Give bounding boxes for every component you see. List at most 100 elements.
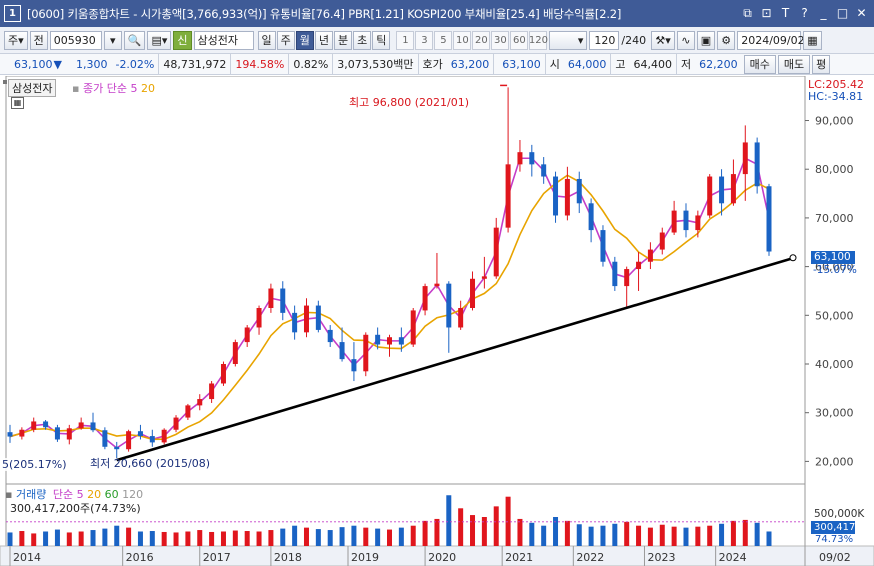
candle-body <box>683 210 689 231</box>
close-icon[interactable]: ✕ <box>856 6 867 20</box>
interval-button-7[interactable]: 120 <box>529 30 548 50</box>
restore-icon[interactable]: ⧉ <box>743 5 752 20</box>
candle-body <box>149 436 155 443</box>
legend-ma5: 5 <box>130 82 138 95</box>
tool-icon[interactable]: ⚒▾ <box>651 30 675 50</box>
volume-bar <box>576 524 582 546</box>
candle-body <box>126 431 132 450</box>
candle-body <box>730 174 736 204</box>
eval-button[interactable]: 평 <box>812 54 831 74</box>
volume-bar <box>363 527 369 546</box>
code-input[interactable]: 005930 <box>49 30 102 50</box>
settings-icon[interactable]: ⚙ <box>717 30 736 50</box>
candle-body <box>375 334 381 345</box>
interval-dropdown[interactable]: ▾ <box>549 30 588 50</box>
interval-button-2[interactable]: 5 <box>434 30 453 50</box>
x-tick-label: 2024 <box>719 551 747 564</box>
candle-body <box>31 421 37 430</box>
interval-button-4[interactable]: 20 <box>472 30 491 50</box>
legend-ma-label: ▪ 종가 단순 5 20 <box>72 80 155 96</box>
candle-body <box>209 383 215 400</box>
volume-dot-icon: ▪ <box>5 488 13 501</box>
trend-icon[interactable]: ∿ <box>676 30 695 50</box>
volume-bar <box>446 495 452 546</box>
open-label: 시 <box>544 53 564 75</box>
maximize-icon[interactable]: □ <box>836 6 849 20</box>
chart-area[interactable]: 90,000 80,000 70,000 60,000 50,000 40,000 30,0… <box>0 76 874 566</box>
volume-bar <box>387 529 392 546</box>
candle-body <box>66 428 72 440</box>
volume-label: 거래량 <box>15 488 47 501</box>
date-input[interactable]: 2024/09/02 <box>737 30 805 50</box>
candle-body <box>588 203 594 231</box>
interval-button-0[interactable]: 1 <box>396 30 415 50</box>
candle-body <box>422 286 428 311</box>
period-tab-3[interactable]: 년 <box>314 30 334 50</box>
period-tab-5[interactable]: 초 <box>353 30 372 50</box>
count-input[interactable]: 120 <box>589 30 620 50</box>
font-icon[interactable]: T <box>781 6 790 20</box>
down-arrow-icon: ▼ <box>53 57 62 71</box>
candle-body <box>636 261 642 270</box>
bid-price: 63,100 <box>493 53 545 75</box>
candle-body <box>766 186 772 252</box>
volume-bar <box>19 531 25 546</box>
candle-body <box>256 308 262 328</box>
volume-bar <box>541 525 547 546</box>
candle-body <box>671 210 677 233</box>
code-dropdown-icon[interactable]: ▾ <box>103 30 122 50</box>
market-select[interactable]: 주 ▾ <box>4 30 28 50</box>
volume-bar <box>66 532 72 546</box>
y-tick-label: 20,000 <box>815 455 854 468</box>
interval-button-1[interactable]: 3 <box>415 30 434 50</box>
minimize-icon[interactable]: _ <box>820 6 827 20</box>
volume-bar <box>90 530 96 546</box>
calendar-icon[interactable]: ▦ <box>803 30 822 50</box>
volume-bar <box>707 525 713 546</box>
x-tick-label: 2021 <box>505 551 533 564</box>
volume-bar <box>588 526 594 546</box>
volume-bar <box>78 531 84 546</box>
period-tab-1[interactable]: 주 <box>276 30 295 50</box>
list-icon[interactable]: ▤▾ <box>147 30 172 50</box>
candle-body <box>43 421 49 428</box>
candle-body <box>505 164 511 228</box>
low-label: 저 <box>676 53 695 75</box>
all-button[interactable]: 전 <box>29 30 48 50</box>
candle-body <box>624 269 630 287</box>
save-icon[interactable]: ▣ <box>696 30 716 50</box>
period-tab-0[interactable]: 일 <box>257 30 276 50</box>
volume-bar <box>149 531 155 546</box>
volume-bar <box>398 527 404 546</box>
volume-bar <box>185 531 191 546</box>
period-tab-2[interactable]: 월 <box>295 30 314 50</box>
candle-body <box>292 312 298 333</box>
volume-bar <box>114 525 120 546</box>
x-tick-label: 2020 <box>428 551 456 564</box>
volume-bar <box>173 532 179 546</box>
help-icon[interactable]: ? <box>801 6 808 20</box>
candle-body <box>517 152 523 165</box>
grid-toggle-icon[interactable]: ▦ <box>11 97 24 109</box>
candle-body <box>398 337 404 345</box>
candle-body <box>351 359 357 372</box>
candle-body <box>220 364 226 384</box>
interval-button-6[interactable]: 60 <box>510 30 529 50</box>
volume-bar <box>280 528 286 546</box>
period-tab-4[interactable]: 분 <box>334 30 353 50</box>
search-icon[interactable]: 🔍 <box>123 30 146 50</box>
volume-ma120: 120 <box>122 488 144 501</box>
sell-button[interactable]: 매도 <box>777 54 811 74</box>
volume-bar <box>624 521 630 546</box>
legend-stock-name[interactable]: 삼성전자 <box>8 79 57 97</box>
volume-bar <box>54 529 60 546</box>
period-tab-6[interactable]: 틱 <box>372 30 391 50</box>
interval-button-5[interactable]: 30 <box>491 30 510 50</box>
volume-tag-pct: 74.73% <box>815 534 854 545</box>
price-chart[interactable]: 90,00080,00070,00060,00050,00040,00030,0… <box>0 76 874 566</box>
candle-body <box>564 178 570 216</box>
buy-button[interactable]: 매수 <box>743 54 776 74</box>
interval-button-3[interactable]: 10 <box>453 30 472 50</box>
link-icon[interactable]: ⊡ <box>761 6 772 20</box>
